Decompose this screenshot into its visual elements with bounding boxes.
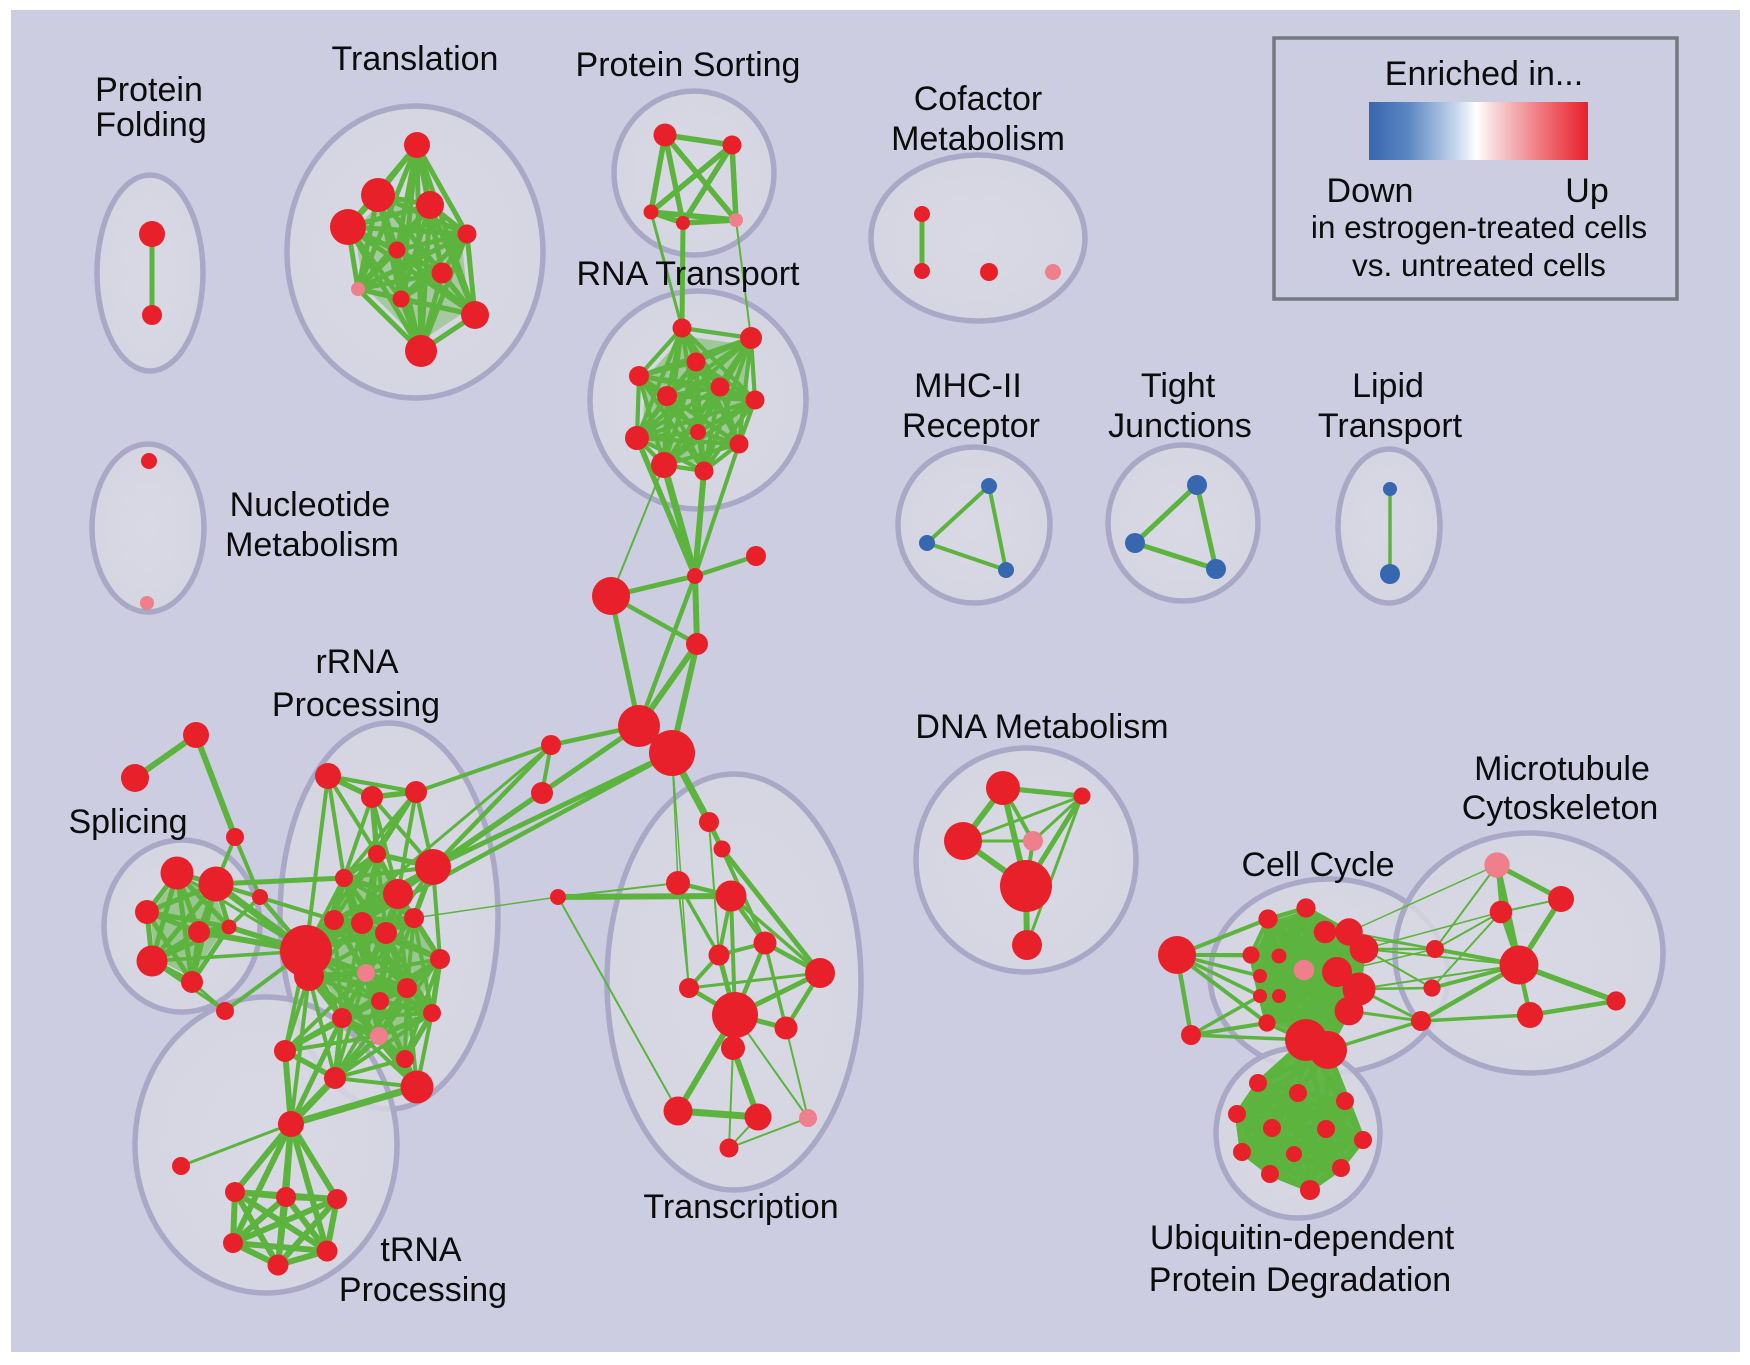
svg-text:Processing: Processing bbox=[272, 686, 440, 724]
svg-text:Cofactor: Cofactor bbox=[914, 80, 1043, 118]
svg-text:Metabolism: Metabolism bbox=[891, 120, 1065, 158]
svg-text:tRNA: tRNA bbox=[380, 1231, 462, 1269]
svg-text:Enriched in...: Enriched in... bbox=[1385, 55, 1583, 93]
svg-text:Microtubule: Microtubule bbox=[1474, 750, 1650, 788]
svg-text:rRNA: rRNA bbox=[315, 643, 398, 681]
svg-text:in estrogen-treated cells: in estrogen-treated cells bbox=[1311, 209, 1647, 245]
svg-text:Junctions: Junctions bbox=[1108, 407, 1252, 445]
svg-text:MHC-II: MHC-II bbox=[914, 367, 1022, 405]
svg-text:Cytoskeleton: Cytoskeleton bbox=[1462, 789, 1659, 827]
svg-text:Up: Up bbox=[1565, 172, 1608, 210]
svg-text:RNA Transport: RNA Transport bbox=[577, 255, 801, 293]
svg-text:Transcription: Transcription bbox=[643, 1188, 838, 1226]
svg-text:Tight: Tight bbox=[1141, 367, 1216, 405]
svg-text:Protein Degradation: Protein Degradation bbox=[1149, 1261, 1451, 1299]
svg-text:Receptor: Receptor bbox=[902, 407, 1040, 445]
svg-text:vs. untreated cells: vs. untreated cells bbox=[1352, 247, 1606, 283]
svg-text:Protein: Protein bbox=[95, 71, 203, 109]
svg-text:Transport: Transport bbox=[1318, 407, 1463, 445]
svg-text:Translation: Translation bbox=[332, 40, 499, 78]
svg-text:Ubiquitin-dependent: Ubiquitin-dependent bbox=[1150, 1219, 1455, 1257]
svg-text:Metabolism: Metabolism bbox=[225, 526, 399, 564]
svg-text:Splicing: Splicing bbox=[68, 803, 187, 841]
svg-text:Processing: Processing bbox=[339, 1271, 507, 1309]
svg-text:Down: Down bbox=[1327, 172, 1414, 210]
svg-text:Protein Sorting: Protein Sorting bbox=[576, 46, 801, 84]
svg-text:Folding: Folding bbox=[95, 106, 207, 144]
svg-text:Cell Cycle: Cell Cycle bbox=[1241, 846, 1394, 884]
svg-text:Lipid: Lipid bbox=[1352, 367, 1424, 405]
svg-text:Nucleotide: Nucleotide bbox=[230, 486, 391, 524]
svg-text:DNA Metabolism: DNA Metabolism bbox=[915, 708, 1168, 746]
